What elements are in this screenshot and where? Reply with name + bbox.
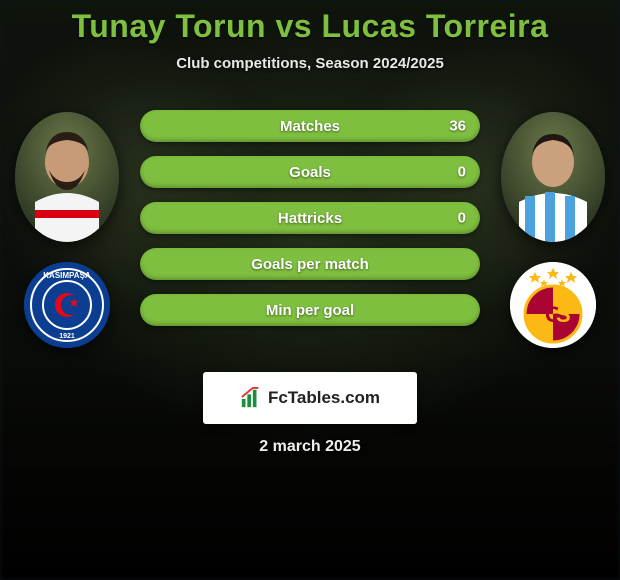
stat-label: Hattricks bbox=[278, 210, 342, 227]
club-logo-left: KASIMPAŞA 1921 bbox=[24, 262, 110, 348]
brand-text: FcTables.com bbox=[268, 388, 380, 408]
stat-value-right: 0 bbox=[458, 210, 466, 227]
svg-text:S: S bbox=[556, 302, 571, 327]
player-avatar-left-icon bbox=[15, 112, 119, 242]
stats-bars: Matches 36 Goals 0 Hattricks 0 Goals per… bbox=[140, 102, 480, 326]
brand-badge: FcTables.com bbox=[203, 372, 417, 424]
date-label: 2 march 2025 bbox=[259, 438, 360, 456]
chart-icon bbox=[240, 387, 262, 409]
stat-label: Goals bbox=[289, 164, 331, 181]
player-left-column: KASIMPAŞA 1921 bbox=[12, 102, 122, 348]
page-title: Tunay Torun vs Lucas Torreira bbox=[72, 8, 549, 45]
stat-value-right: 36 bbox=[449, 118, 466, 135]
stat-label: Min per goal bbox=[266, 302, 354, 319]
stat-bar-min-per-goal: Min per goal bbox=[140, 294, 480, 326]
player-photo-left bbox=[15, 112, 119, 242]
main-row: KASIMPAŞA 1921 Matches 36 Goals 0 Hattri… bbox=[0, 102, 620, 348]
stat-bar-goals-per-match: Goals per match bbox=[140, 248, 480, 280]
svg-text:KASIMPAŞA: KASIMPAŞA bbox=[43, 271, 91, 280]
stat-value-right: 0 bbox=[458, 164, 466, 181]
stat-bar-hattricks: Hattricks 0 bbox=[140, 202, 480, 234]
player-photo-right bbox=[501, 112, 605, 242]
stat-label: Goals per match bbox=[251, 256, 369, 273]
player-right-column: G S bbox=[498, 102, 608, 348]
club-logo-right: G S bbox=[510, 262, 596, 348]
infographic-container: Tunay Torun vs Lucas Torreira Club compe… bbox=[0, 0, 620, 580]
kasimpasa-badge-icon: KASIMPAŞA 1921 bbox=[24, 262, 110, 348]
svg-text:1921: 1921 bbox=[59, 333, 75, 340]
player-avatar-right-icon bbox=[501, 112, 605, 242]
stat-bar-matches: Matches 36 bbox=[140, 110, 480, 142]
galatasaray-badge-icon: G S bbox=[510, 262, 596, 348]
page-subtitle: Club competitions, Season 2024/2025 bbox=[176, 55, 444, 72]
stat-bar-goals: Goals 0 bbox=[140, 156, 480, 188]
stat-label: Matches bbox=[280, 118, 340, 135]
